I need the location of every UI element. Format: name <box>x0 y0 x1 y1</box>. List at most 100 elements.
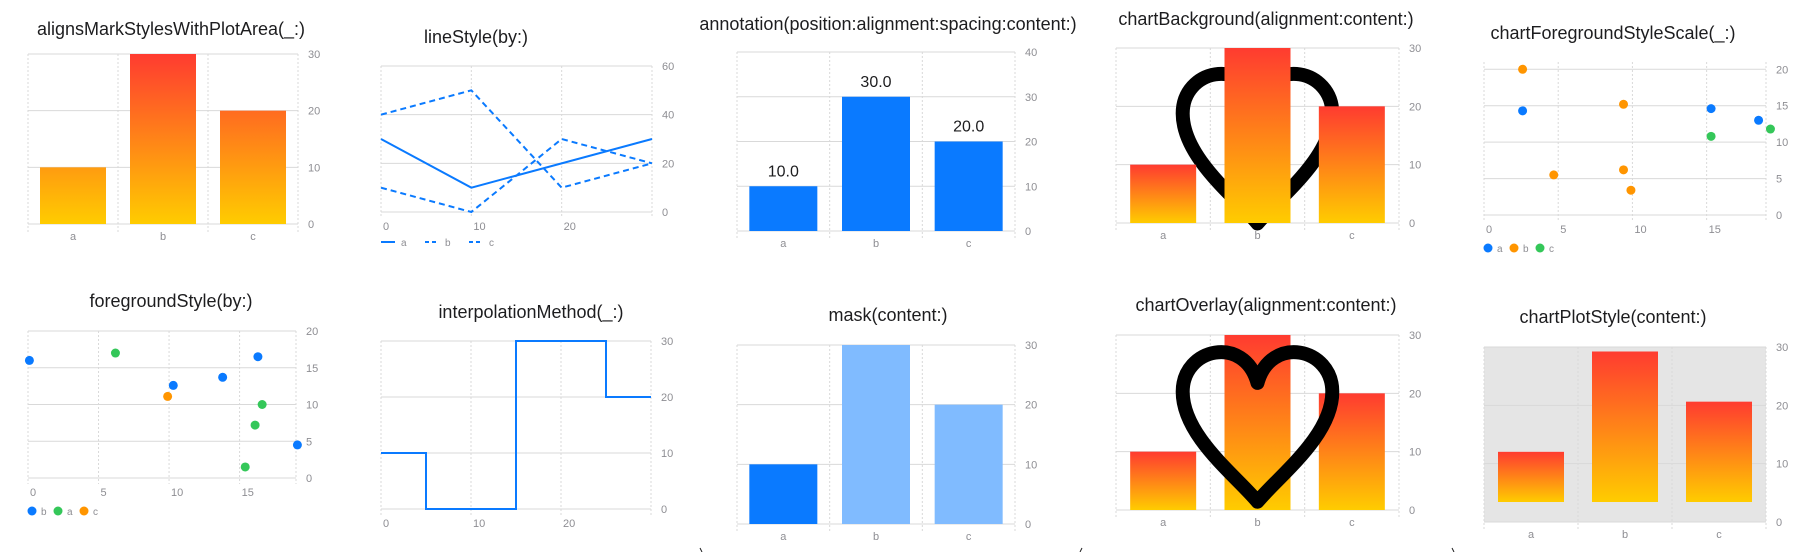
scatter-point <box>257 400 267 409</box>
y-tick-label: 30 <box>1025 92 1037 104</box>
x-tick-label: 15 <box>242 487 254 499</box>
scatter-point <box>168 380 178 390</box>
x-tick-label: 10 <box>171 487 183 499</box>
y-tick-label: 20 <box>1025 137 1037 149</box>
y-tick-label: 10 <box>1776 137 1788 149</box>
scatter-point <box>1619 99 1629 109</box>
scatter-point <box>24 355 34 365</box>
legend-label: a <box>401 238 407 249</box>
scatter-point <box>1619 165 1629 175</box>
chart-c7: interpolationMethod(_:) 0 10 20 30 0 10 20 <box>380 302 673 530</box>
bar <box>749 464 818 524</box>
scatter-point <box>110 348 120 358</box>
x-tick-label: 5 <box>101 487 107 499</box>
chart-title: interpolationMethod(_:) <box>438 302 623 323</box>
y-tick-label: 0 <box>308 219 314 231</box>
legend-swatch <box>1509 243 1519 253</box>
series-line <box>380 137 653 214</box>
chart-c5: chartForegroundStyleScale(_:) 0 5 10 15 20 0 5 1… <box>1483 23 1788 255</box>
stray-mark <box>1079 547 1083 552</box>
chart-title: chartOverlay(alignment:content:) <box>1135 295 1396 315</box>
bar <box>934 404 1003 524</box>
series-line <box>381 340 651 510</box>
series-line <box>380 138 653 189</box>
y-tick-label: 10 <box>1409 160 1421 172</box>
y-tick-label: 20 <box>1409 388 1421 400</box>
chart-c6: foregroundStyle(by:) 0 5 10 15 20 0 5 10 15 b a c <box>24 291 318 518</box>
x-tick-label: 0 <box>1486 224 1492 236</box>
bar <box>1686 401 1752 502</box>
y-tick-label: 30 <box>1776 342 1788 354</box>
x-tick-label: 10 <box>473 221 485 233</box>
chart-c8: mask(content:) 0 10 20 30 a b c <box>736 305 1037 543</box>
chart-title: foregroundStyle(by:) <box>89 291 252 311</box>
x-tick-label: 0 <box>383 221 389 233</box>
scatter-point <box>292 440 302 450</box>
scatter-point <box>253 352 263 362</box>
x-tick-label: c <box>1716 529 1722 541</box>
bar <box>1130 164 1197 223</box>
chart-c3: annotation(position:alignment:spacing:co… <box>699 14 1076 250</box>
legend-label: c <box>489 238 494 249</box>
chart-title: mask(content:) <box>828 305 947 325</box>
chart-c4: chartBackground(alignment:content:) 0 10 20… <box>1115 9 1421 242</box>
scatter-point <box>1706 131 1716 141</box>
scatter-point <box>1706 104 1716 114</box>
bar <box>934 141 1003 231</box>
legend-label: b <box>41 507 47 518</box>
y-tick-label: 20 <box>1025 400 1037 412</box>
x-tick-label: c <box>966 238 972 250</box>
y-tick-label: 10 <box>1025 459 1037 471</box>
chart-c9: chartOverlay(alignment:content:) 0 10 20 30 a… <box>1115 295 1421 529</box>
scatter-point <box>1518 106 1528 116</box>
y-tick-label: 15 <box>1776 101 1788 113</box>
y-tick-label: 20 <box>661 392 673 404</box>
y-tick-label: 20 <box>306 326 318 338</box>
bar <box>749 186 818 231</box>
y-tick-label: 40 <box>1025 47 1037 59</box>
bar <box>40 167 106 224</box>
y-tick-label: 10 <box>661 448 673 460</box>
y-tick-label: 40 <box>662 110 674 122</box>
y-tick-label: 0 <box>1776 517 1782 529</box>
bar-annotation: 20.0 <box>953 119 984 136</box>
legend-swatch <box>79 506 89 516</box>
scatter-point <box>250 420 260 430</box>
chart-title: annotation(position:alignment:spacing:co… <box>699 14 1076 34</box>
y-tick-label: 10 <box>1776 459 1788 471</box>
y-tick-label: 0 <box>662 207 668 219</box>
legend-swatch <box>1483 243 1493 253</box>
x-tick-label: c <box>1349 230 1355 242</box>
y-tick-label: 10 <box>1025 181 1037 193</box>
bar <box>842 345 910 524</box>
x-tick-label: b <box>1622 529 1628 541</box>
legend-swatch <box>1535 243 1545 253</box>
y-tick-label: 30 <box>308 49 320 61</box>
heart-icon <box>1175 345 1340 509</box>
y-tick-label: 5 <box>306 436 312 448</box>
y-tick-label: 20 <box>308 106 320 118</box>
bar <box>842 96 910 231</box>
y-tick-label: 30 <box>1025 340 1037 352</box>
bar <box>1224 48 1291 223</box>
x-tick-label: c <box>966 531 972 543</box>
x-tick-label: a <box>780 238 787 250</box>
y-tick-label: 30 <box>1409 43 1421 55</box>
x-tick-label: 20 <box>563 518 575 530</box>
scatter-point <box>240 462 250 472</box>
scatter-point <box>1518 64 1528 74</box>
x-tick-label: b <box>873 531 879 543</box>
series-line <box>380 89 653 189</box>
legend-label: b <box>1523 244 1529 255</box>
bar-annotation: 10.0 <box>768 163 799 180</box>
y-tick-label: 15 <box>306 363 318 375</box>
x-tick-label: b <box>1254 517 1260 529</box>
stray-mark <box>699 547 703 552</box>
y-tick-label: 20 <box>1776 64 1788 76</box>
legend-label: c <box>1549 244 1554 255</box>
bar <box>1318 106 1385 223</box>
x-tick-label: b <box>1254 230 1260 242</box>
x-tick-label: 0 <box>383 518 389 530</box>
chart-c2: lineStyle(by:) 0 20 40 60 0 10 20 a b c <box>380 27 674 249</box>
